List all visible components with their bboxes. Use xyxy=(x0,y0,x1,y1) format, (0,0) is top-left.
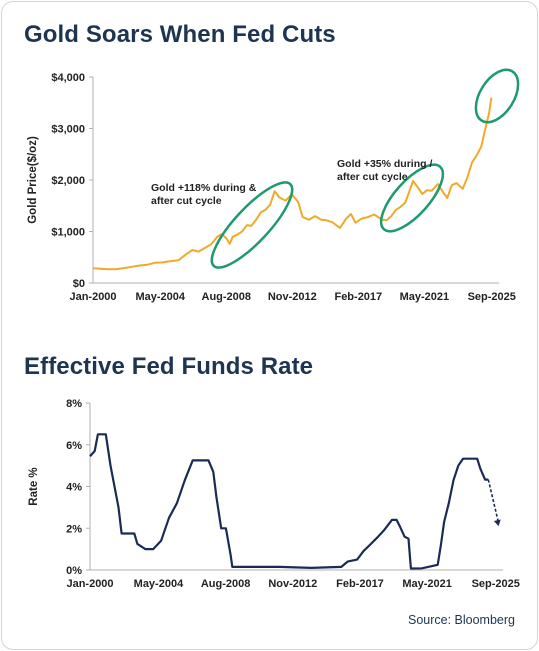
y-tick-label: 4% xyxy=(66,482,82,494)
x-tick-label: May-2004 xyxy=(134,578,184,590)
x-tick-label: Jan-2000 xyxy=(69,291,116,303)
source-note: Source: Bloomberg xyxy=(407,613,515,627)
x-tick-label: Nov-2012 xyxy=(268,291,317,303)
x-tick-label: Sep-2025 xyxy=(472,578,520,590)
annotation-2019-cycle: Gold +35% during / xyxy=(337,158,432,170)
x-tick-label: Feb-2017 xyxy=(336,578,384,590)
y-tick-label: $0 xyxy=(73,278,85,290)
x-tick-label: Aug-2008 xyxy=(202,291,252,303)
y-axis-label: Gold Price($/oz) xyxy=(27,136,39,224)
gold-price-line xyxy=(92,97,493,271)
annotation-2019-cycle: after cut cycle xyxy=(337,171,408,183)
y-tick-label: 0% xyxy=(66,565,82,577)
x-tick-label: May-2021 xyxy=(400,291,450,303)
x-tick-label: Sep-2025 xyxy=(468,291,516,303)
gold-chart-title: Gold Soars When Fed Cuts xyxy=(24,21,336,48)
annotation-2008-cycle: after cut cycle xyxy=(151,195,222,207)
fed-funds-rate-line xyxy=(89,433,489,570)
highlight-ellipse-2008-cycle xyxy=(210,181,294,269)
gold-price-chart: $0 $1,000 $2,000 $3,000 $4,000 Jan-2000 May-20… xyxy=(27,68,520,303)
x-tick-label: May-2021 xyxy=(402,578,452,590)
y-tick-label: $4,000 xyxy=(51,72,85,84)
x-tick-label: Jan-2000 xyxy=(66,578,113,590)
rate-chart-title: Effective Fed Funds Rate xyxy=(24,353,314,380)
y-tick-label: $1,000 xyxy=(51,227,85,239)
projection-dashed-line xyxy=(487,479,500,524)
x-tick-label: Aug-2008 xyxy=(201,578,251,590)
x-tick-label: Feb-2017 xyxy=(334,291,382,303)
y-tick-label: 8% xyxy=(66,398,82,410)
projection-arrowhead xyxy=(493,519,501,527)
x-tick-label: Nov-2012 xyxy=(268,578,317,590)
highlight-ellipse-2019-cycle xyxy=(379,163,445,233)
y-tick-label: $2,000 xyxy=(51,175,85,187)
y-axis-label: Rate % xyxy=(28,467,40,505)
y-tick-label: 2% xyxy=(66,523,82,535)
y-tick-label: $3,000 xyxy=(51,124,85,136)
highlight-ellipse-2025 xyxy=(474,68,520,124)
y-tick-label: 6% xyxy=(66,440,82,452)
x-tick-label: May-2004 xyxy=(135,291,185,303)
annotation-2008-cycle: Gold +118% during & xyxy=(151,182,257,194)
